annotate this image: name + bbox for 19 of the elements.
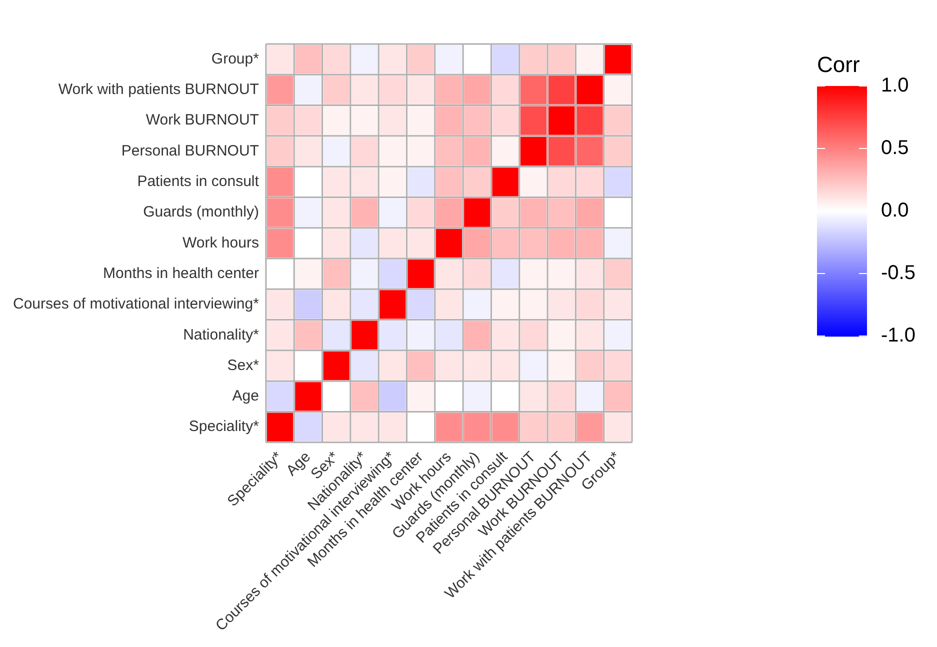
y-tick-label: Personal BURNOUT bbox=[121, 142, 259, 160]
y-tick-label: Patients in consult bbox=[137, 173, 260, 190]
y-tick-label: Guards (monthly) bbox=[143, 204, 259, 221]
y-tick-label: Months in health center bbox=[103, 264, 259, 282]
color-bar-label: -0.5 bbox=[881, 262, 916, 284]
color-bar-title: Corr bbox=[817, 52, 860, 77]
y-tick-label: Courses of motivational interviewing* bbox=[12, 296, 260, 313]
color-bar-label: 1.0 bbox=[881, 74, 909, 97]
y-tick-label: Age bbox=[232, 388, 259, 405]
color-bar-label: 0.0 bbox=[881, 200, 909, 222]
y-tick-label: Work with patients BURNOUT bbox=[58, 81, 259, 98]
y-tick-label: Sex* bbox=[227, 356, 260, 374]
color-bar-label: 0.5 bbox=[881, 137, 909, 160]
y-tick-label: Nationality* bbox=[183, 326, 260, 344]
y-tick-label: Group* bbox=[211, 50, 260, 68]
y-tick-label: Work BURNOUT bbox=[146, 112, 259, 129]
y-tick-label: Work hours bbox=[182, 234, 259, 252]
color-bar-label: -1.0 bbox=[881, 324, 916, 347]
y-tick-label: Speciality* bbox=[188, 418, 260, 436]
